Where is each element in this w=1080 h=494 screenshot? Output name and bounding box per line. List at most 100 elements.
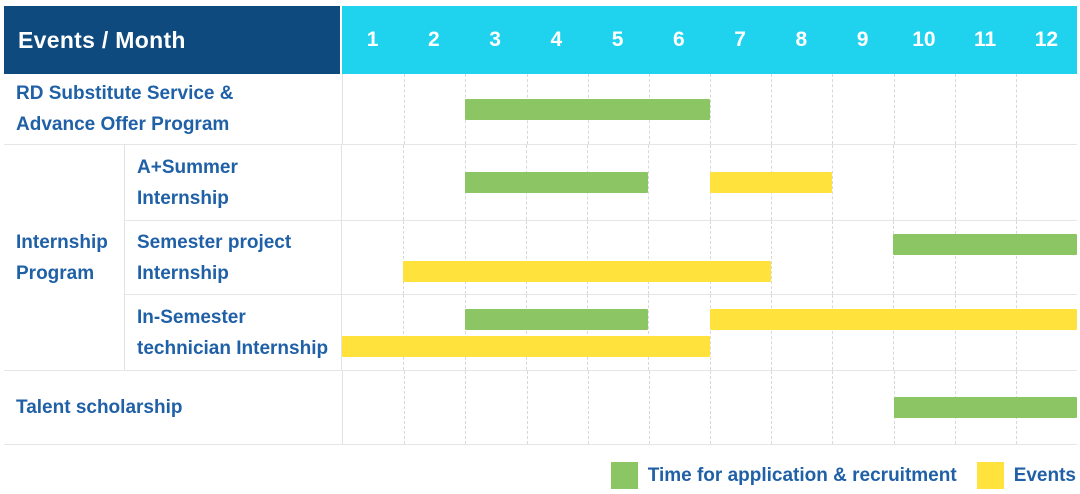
row-label: Semester project Internship (124, 220, 341, 294)
label-line: Talent scholarship (16, 397, 183, 418)
label-line: Internship (137, 187, 229, 209)
month-gridline (893, 74, 895, 144)
label-line: Semester project (137, 231, 292, 253)
legend-label-application: Time for application & recruitment (647, 464, 957, 486)
month-gridline (832, 145, 833, 220)
gantt-bar-event (342, 335, 710, 357)
month-gridline (893, 295, 895, 370)
month-gridline (832, 74, 834, 144)
month-gridline (465, 371, 467, 444)
month-gridline (954, 145, 956, 220)
gantt-bar-application (893, 397, 1077, 418)
month-header-1: 1 (366, 28, 379, 51)
month-gridline (710, 74, 711, 144)
row-group: Internship Program A+Summer Internship Semes… (4, 144, 1077, 370)
row-label: A+Summer Internship (124, 145, 341, 220)
table-title: Events / Month (18, 26, 186, 53)
legend-label-events: Events (1013, 464, 1076, 486)
schedule-table: Events / Month 1 2 3 4 5 6 7 8 9 10 11 12 RD Substi… (4, 6, 1077, 445)
label-line: Internship (137, 262, 229, 284)
gantt-bar-application (464, 308, 649, 330)
events-color-swatch (976, 462, 1004, 489)
label-line: technician Internship (137, 337, 329, 359)
month-gridline (771, 371, 773, 444)
month-gridline (954, 295, 956, 370)
month-gridline (832, 221, 833, 294)
month-gridline (893, 221, 895, 294)
month-header-10: 10 (912, 28, 936, 51)
bar-lane (342, 308, 1077, 330)
month-gridline (525, 221, 527, 294)
month-gridline (464, 221, 466, 294)
month-header-12: 12 (1034, 28, 1059, 51)
month-gridline (648, 145, 650, 220)
month-gridline (770, 221, 772, 294)
month-gridline (648, 371, 650, 444)
group-label: Internship Program (4, 145, 124, 370)
month-header-7: 7 (734, 28, 746, 51)
month-gridline (587, 371, 589, 444)
month-gridline (1015, 221, 1017, 294)
legend: Time for application & recruitment Event… (610, 462, 1076, 489)
month-gridline (893, 145, 895, 220)
month-header-5: 5 (611, 28, 624, 51)
bar-lanes (342, 221, 1077, 294)
row-label: In-Semester technician Internship (124, 294, 341, 370)
month-gridline (403, 221, 405, 294)
month-header-4: 4 (550, 28, 563, 51)
label-line: A+Summer (137, 156, 238, 178)
events-month-header-cell: Events / Month (4, 6, 340, 74)
gantt-row-track (341, 220, 1077, 294)
label-line: RD Substitute Service & (16, 83, 234, 104)
label-line: Internship (16, 231, 108, 253)
table-body: RD Substitute Service & Advance Offer Pro… (4, 74, 1077, 445)
bar-lane (342, 260, 1077, 282)
month-header-9: 9 (856, 28, 869, 51)
table-row: RD Substitute Service & Advance Offer Pro… (4, 74, 1077, 144)
month-header-8: 8 (795, 28, 808, 51)
bar-lanes (343, 74, 1077, 144)
bar-lanes (342, 295, 1077, 370)
bar-lane (342, 233, 1077, 255)
bar-lane (343, 397, 1077, 418)
month-gridline (587, 221, 588, 294)
bar-lane (342, 335, 1077, 357)
month-gridline (954, 74, 956, 144)
bar-lanes (342, 145, 1077, 220)
gantt-bar-application (464, 172, 649, 193)
gantt-bar-application (465, 98, 710, 120)
month-gridline (404, 371, 406, 444)
month-header-2: 2 (428, 28, 440, 51)
bar-lane (343, 98, 1077, 120)
month-gridline (464, 295, 466, 370)
month-gridline (1015, 74, 1017, 144)
gantt-row-track (342, 371, 1077, 444)
legend-item-application: Time for application & recruitment (610, 462, 957, 489)
month-gridline (403, 295, 405, 370)
month-gridline (526, 371, 528, 444)
month-gridline (648, 221, 650, 294)
gantt-row-track (341, 294, 1077, 370)
header-divider (340, 6, 342, 74)
month-header-6: 6 (673, 28, 685, 51)
month-gridline (832, 295, 833, 370)
month-gridline (525, 295, 527, 370)
month-gridline (648, 295, 650, 370)
table-header-row: Events / Month 1 2 3 4 5 6 7 8 9 10 11 12 (4, 6, 1077, 74)
month-gridline (1015, 145, 1017, 220)
month-gridline (771, 74, 773, 144)
application-color-swatch (610, 462, 638, 489)
month-gridline (832, 371, 834, 444)
month-gridline (709, 295, 711, 370)
row-label: RD Substitute Service & Advance Offer Pro… (4, 74, 342, 144)
table-row: Talent scholarship (4, 370, 1077, 444)
gantt-row-track (341, 145, 1077, 220)
legend-item-events: Events (976, 462, 1076, 489)
label-line: In-Semester (137, 306, 246, 328)
month-gridline (710, 371, 711, 444)
month-header-11: 11 (974, 28, 997, 51)
bar-lanes (343, 371, 1077, 444)
month-gridline (404, 74, 406, 144)
month-gridline (587, 295, 588, 370)
